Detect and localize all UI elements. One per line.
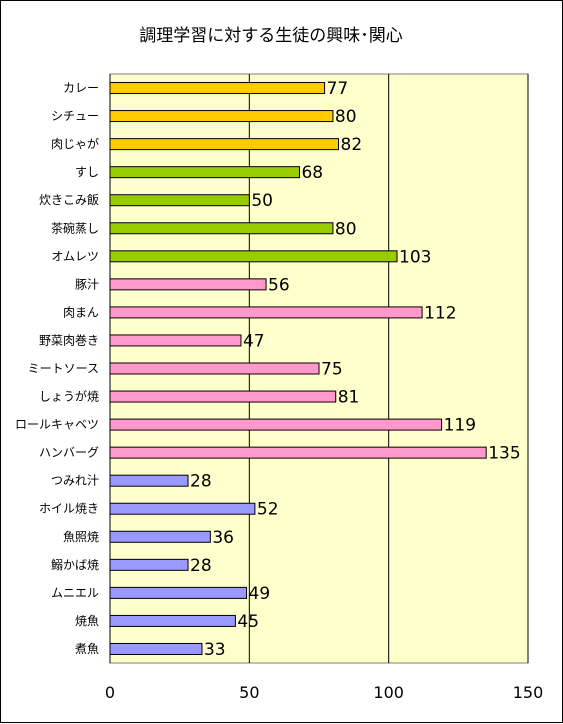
category-label: 炊きこみ飯 xyxy=(39,192,99,207)
category-label: ハンバーグ xyxy=(39,446,99,460)
x-tick-label: 0 xyxy=(105,683,115,702)
bar xyxy=(109,278,267,291)
bar xyxy=(109,642,203,655)
data-label: 135 xyxy=(488,444,520,464)
category-label: しょうが焼 xyxy=(39,389,99,404)
bar xyxy=(109,250,398,263)
bar xyxy=(109,446,487,459)
category-label: 鰯かば焼 xyxy=(51,558,99,572)
category-label: つみれ汁 xyxy=(51,474,99,488)
category-label: 魚照焼 xyxy=(63,530,99,544)
data-label: 103 xyxy=(399,247,431,267)
category-label: 肉じゃが xyxy=(51,136,99,151)
x-tick-label: 150 xyxy=(513,683,544,702)
data-label: 50 xyxy=(251,191,273,211)
data-label: 52 xyxy=(257,500,279,520)
bar xyxy=(109,614,236,627)
category-label: すし xyxy=(75,165,99,179)
data-label: 112 xyxy=(424,303,456,323)
data-label: 82 xyxy=(341,135,363,155)
data-label: 119 xyxy=(444,416,476,436)
category-label: ロールキャベツ xyxy=(15,418,99,432)
data-label: 75 xyxy=(321,360,343,380)
bar xyxy=(109,530,211,543)
bar xyxy=(109,138,340,151)
data-label: 28 xyxy=(190,556,212,576)
bar xyxy=(109,558,189,571)
bar xyxy=(109,194,250,207)
category-label: 茶碗蒸し xyxy=(51,220,99,235)
category-label: 野菜肉巻き xyxy=(39,333,99,347)
category-label: 煮魚 xyxy=(75,642,99,656)
bars-group xyxy=(109,82,487,655)
data-label: 81 xyxy=(338,388,360,408)
bar xyxy=(109,222,334,235)
bar xyxy=(109,418,443,431)
bar xyxy=(109,166,300,179)
labels-group: 0 50 100 150 カレー 77 シチュー 80 肉じゃが 82 すし 68 炊きこみ飯 50 茶碗蒸… xyxy=(15,79,543,702)
data-label: 36 xyxy=(212,528,234,548)
bar xyxy=(109,586,248,599)
category-label: ムニエル xyxy=(51,586,99,600)
bar xyxy=(109,82,326,95)
x-tick-label: 50 xyxy=(239,683,259,702)
category-label: オムレツ xyxy=(51,249,99,263)
category-label: カレー xyxy=(63,81,99,95)
category-label: 焼魚 xyxy=(75,614,99,628)
category-label: ミートソース xyxy=(28,362,99,376)
data-label: 77 xyxy=(327,79,349,99)
data-label: 68 xyxy=(301,163,323,183)
data-label: 33 xyxy=(204,640,226,660)
bar xyxy=(109,474,189,487)
category-label: ホイル焼き xyxy=(39,502,99,516)
data-label: 47 xyxy=(243,331,265,351)
category-label: シチュー xyxy=(51,109,99,123)
category-label: 肉まん xyxy=(63,305,99,319)
data-label: 49 xyxy=(249,584,271,604)
x-tick-label: 100 xyxy=(373,683,404,702)
data-label: 80 xyxy=(335,107,357,127)
bar xyxy=(109,390,337,403)
category-label: 豚汁 xyxy=(75,277,99,291)
data-label: 28 xyxy=(190,472,212,492)
bar xyxy=(109,502,256,515)
bar xyxy=(109,306,423,319)
data-label: 56 xyxy=(268,275,290,295)
data-label: 80 xyxy=(335,219,357,239)
bar xyxy=(109,110,334,123)
data-label: 45 xyxy=(237,612,259,632)
bar xyxy=(109,334,242,347)
chart-title: 調理学習に対する生徒の興味･関心 xyxy=(139,26,403,46)
bar xyxy=(109,362,320,375)
